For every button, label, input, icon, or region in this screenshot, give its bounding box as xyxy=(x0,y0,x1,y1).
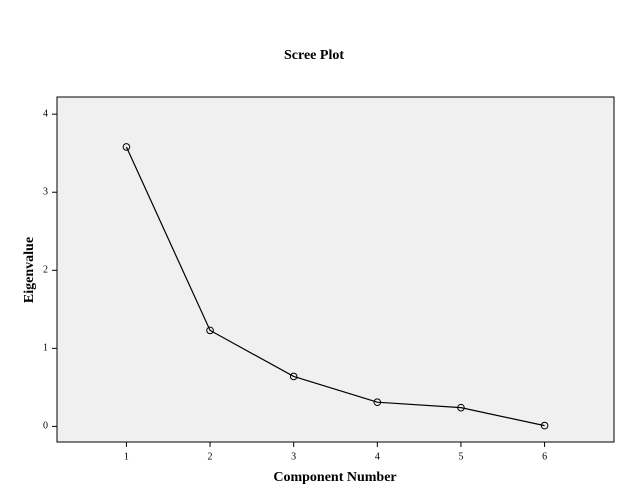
x-tick-label: 1 xyxy=(124,451,129,462)
plot-area xyxy=(56,96,615,443)
point xyxy=(122,143,131,151)
y-tick-label: 1 xyxy=(43,343,48,354)
point xyxy=(206,326,214,335)
y-axis-label: Eigenvalue xyxy=(22,237,37,303)
x-tick-label: 2 xyxy=(208,451,213,462)
x-axis-label: Component Number xyxy=(273,470,396,485)
y-tick-label: 4 xyxy=(43,108,48,119)
point xyxy=(457,403,465,412)
x-tick-label: 4 xyxy=(375,451,380,462)
y-tick-label: 2 xyxy=(43,265,48,276)
x-tick-label: 6 xyxy=(542,451,547,462)
point xyxy=(289,372,298,381)
line xyxy=(125,146,545,427)
y-tick-label: 3 xyxy=(43,187,48,198)
point xyxy=(540,421,549,430)
point xyxy=(373,398,382,406)
y-tick-label: 0 xyxy=(43,421,48,432)
x-tick-label: 3 xyxy=(291,451,296,462)
x-tick-label: 5 xyxy=(458,451,463,462)
chart-title: Scree Plot xyxy=(284,48,344,63)
